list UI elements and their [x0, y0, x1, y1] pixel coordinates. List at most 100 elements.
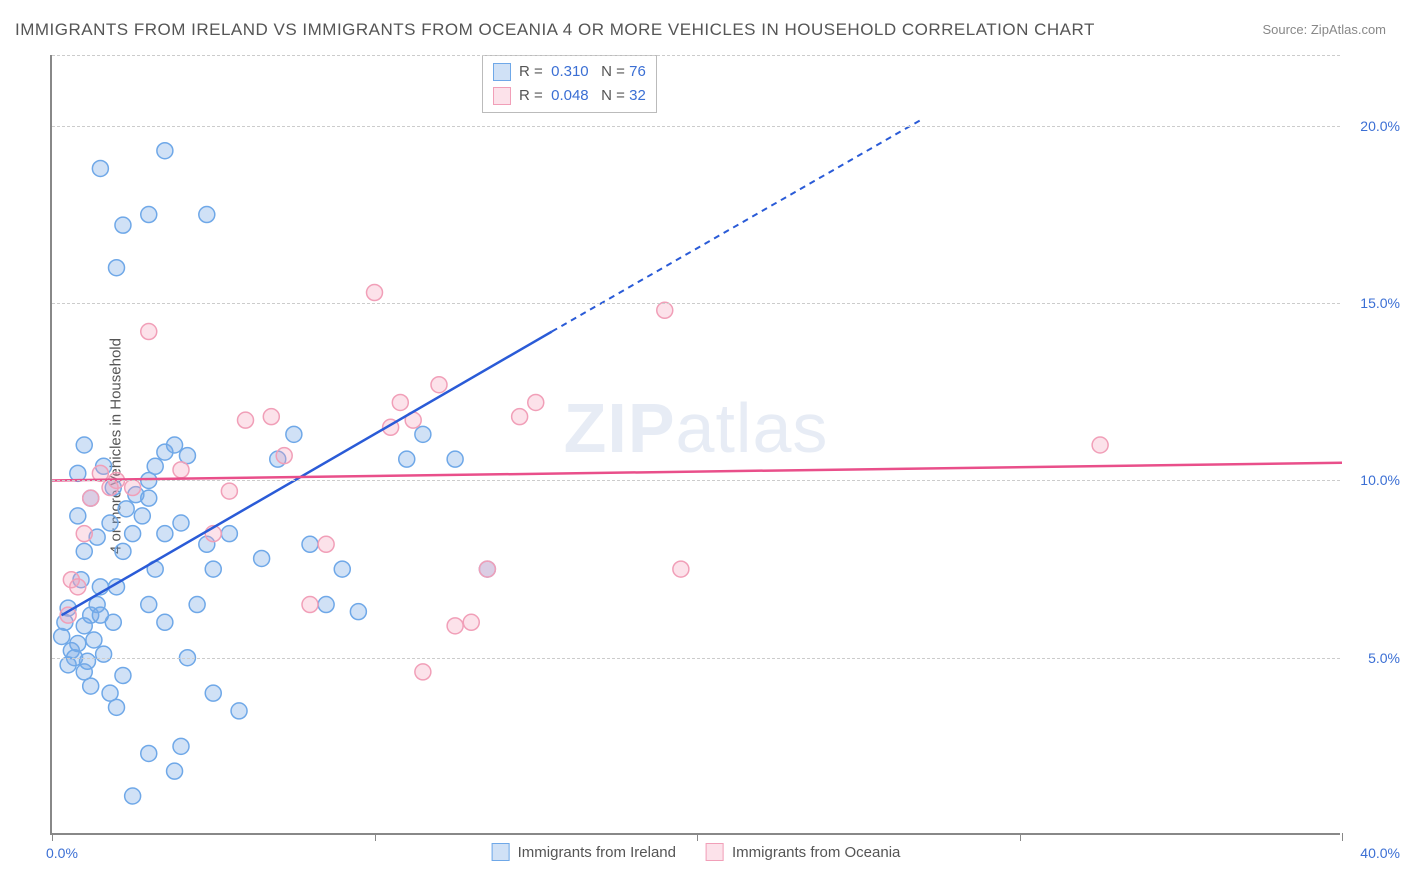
- r-value-oceania: 0.048: [551, 87, 589, 104]
- n-label: N =: [601, 87, 625, 104]
- r-label: R =: [519, 63, 543, 80]
- scatter-point: [302, 536, 318, 552]
- scatter-point: [238, 412, 254, 428]
- n-label: N =: [601, 63, 625, 80]
- n-value-ireland: 76: [629, 63, 646, 80]
- bottom-swatch-oceania: [706, 843, 724, 861]
- y-tick-label: 15.0%: [1350, 295, 1400, 311]
- scatter-point: [447, 618, 463, 634]
- scatter-point: [231, 703, 247, 719]
- scatter-point: [147, 458, 163, 474]
- gridline: [52, 480, 1340, 481]
- scatter-point: [125, 788, 141, 804]
- scatter-point: [141, 207, 157, 223]
- scatter-point: [392, 394, 408, 410]
- source-label: Source: ZipAtlas.com: [1262, 22, 1386, 37]
- scatter-point: [173, 515, 189, 531]
- legend-swatch-oceania: [493, 87, 511, 105]
- x-tick: [1342, 833, 1343, 841]
- scatter-point: [221, 483, 237, 499]
- scatter-point: [141, 324, 157, 340]
- plot-svg: [52, 55, 1340, 833]
- legend-box: R = 0.310 N = 76 R = 0.048 N = 32: [482, 55, 657, 113]
- bottom-legend: Immigrants from Ireland Immigrants from …: [492, 843, 901, 861]
- scatter-point: [70, 508, 86, 524]
- x-tick: [1020, 833, 1021, 841]
- x-tick: [375, 833, 376, 841]
- scatter-point: [415, 426, 431, 442]
- scatter-point: [109, 699, 125, 715]
- scatter-point: [76, 543, 92, 559]
- scatter-point: [431, 377, 447, 393]
- legend-text-oceania: R = 0.048 N = 32: [519, 84, 646, 108]
- scatter-point: [167, 763, 183, 779]
- y-tick-label: 20.0%: [1350, 118, 1400, 134]
- scatter-point: [83, 678, 99, 694]
- scatter-point: [199, 207, 215, 223]
- scatter-point: [79, 653, 95, 669]
- scatter-point: [83, 490, 99, 506]
- scatter-point: [479, 561, 495, 577]
- scatter-point: [276, 448, 292, 464]
- scatter-point: [189, 597, 205, 613]
- scatter-point: [76, 526, 92, 542]
- scatter-point: [115, 667, 131, 683]
- bottom-label-oceania: Immigrants from Oceania: [732, 844, 900, 861]
- scatter-point: [221, 526, 237, 542]
- scatter-point: [415, 664, 431, 680]
- scatter-point: [399, 451, 415, 467]
- scatter-point: [673, 561, 689, 577]
- r-label: R =: [519, 87, 543, 104]
- y-tick-label: 5.0%: [1350, 650, 1400, 666]
- scatter-point: [263, 409, 279, 425]
- scatter-point: [367, 285, 383, 301]
- bottom-label-ireland: Immigrants from Ireland: [518, 844, 676, 861]
- scatter-point: [528, 394, 544, 410]
- chart-title: IMMIGRANTS FROM IRELAND VS IMMIGRANTS FR…: [15, 20, 1095, 40]
- scatter-point: [205, 561, 221, 577]
- scatter-point: [115, 543, 131, 559]
- legend-row-ireland: R = 0.310 N = 76: [493, 60, 646, 84]
- trend-line: [52, 463, 1342, 481]
- scatter-point: [141, 597, 157, 613]
- scatter-point: [350, 604, 366, 620]
- scatter-point: [173, 462, 189, 478]
- scatter-point: [76, 437, 92, 453]
- scatter-point: [125, 480, 141, 496]
- x-tick: [52, 833, 53, 841]
- gridline: [52, 303, 1340, 304]
- scatter-point: [657, 302, 673, 318]
- scatter-point: [512, 409, 528, 425]
- scatter-point: [302, 597, 318, 613]
- scatter-point: [447, 451, 463, 467]
- trend-line-dash: [552, 119, 923, 332]
- legend-row-oceania: R = 0.048 N = 32: [493, 84, 646, 108]
- scatter-point: [118, 501, 134, 517]
- scatter-point: [92, 160, 108, 176]
- scatter-point: [60, 657, 76, 673]
- bottom-legend-ireland: Immigrants from Ireland: [492, 843, 676, 861]
- x-tick: [697, 833, 698, 841]
- scatter-point: [115, 217, 131, 233]
- legend-text-ireland: R = 0.310 N = 76: [519, 60, 646, 84]
- bottom-legend-oceania: Immigrants from Oceania: [706, 843, 900, 861]
- scatter-point: [286, 426, 302, 442]
- scatter-point: [96, 646, 112, 662]
- scatter-point: [334, 561, 350, 577]
- scatter-point: [70, 636, 86, 652]
- y-tick-label: 10.0%: [1350, 472, 1400, 488]
- scatter-point: [318, 536, 334, 552]
- scatter-point: [76, 618, 92, 634]
- plot-area: ZIPatlas R = 0.310 N = 76 R = 0.048 N = …: [50, 55, 1340, 835]
- gridline: [52, 126, 1340, 127]
- scatter-point: [141, 745, 157, 761]
- x-tick-label-right: 40.0%: [1360, 845, 1400, 861]
- scatter-point: [463, 614, 479, 630]
- scatter-point: [1092, 437, 1108, 453]
- gridline: [52, 55, 1340, 56]
- scatter-point: [141, 490, 157, 506]
- scatter-point: [167, 437, 183, 453]
- scatter-point: [205, 685, 221, 701]
- legend-swatch-ireland: [493, 63, 511, 81]
- scatter-point: [63, 572, 79, 588]
